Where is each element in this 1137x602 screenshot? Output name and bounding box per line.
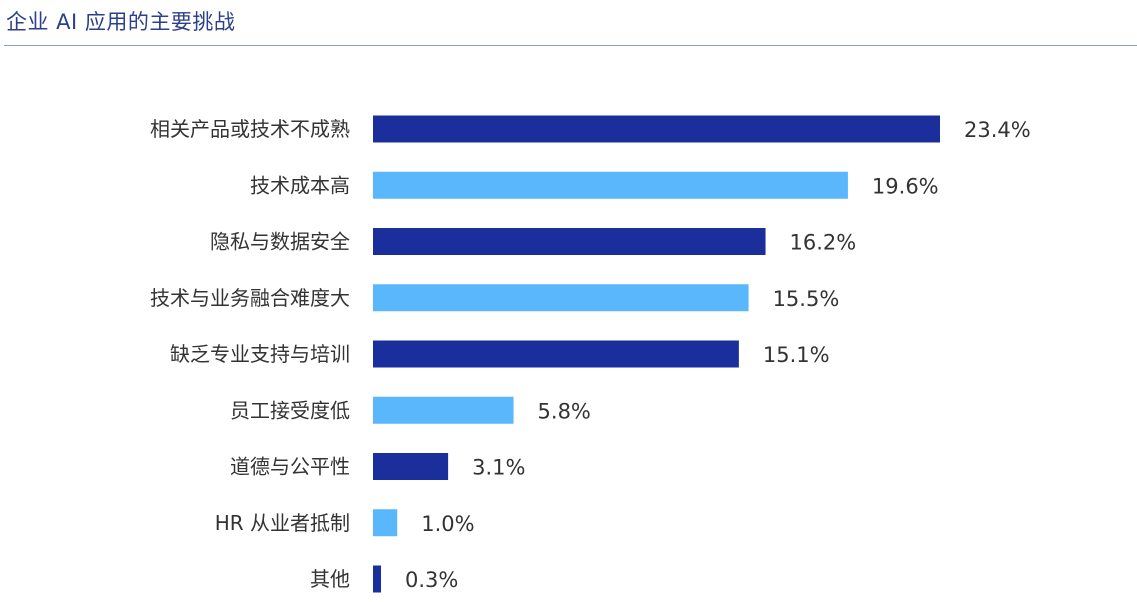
category-label: 相关产品或技术不成熟 [150, 117, 350, 141]
category-label: 员工接受度低 [230, 398, 350, 422]
data-label: 3.1% [472, 456, 525, 480]
bar [373, 284, 749, 312]
bar [373, 171, 848, 199]
category-label: 隐私与数据安全 [210, 230, 350, 254]
data-label: 15.5% [773, 287, 840, 311]
bar [373, 396, 514, 424]
bar [373, 115, 940, 143]
bar [373, 509, 398, 537]
category-label: 技术与业务融合难度大 [150, 286, 350, 310]
bar [373, 228, 766, 255]
title-divider [4, 45, 1137, 46]
data-label: 16.2% [790, 231, 857, 255]
data-label: 23.4% [964, 118, 1031, 142]
bar [373, 453, 449, 480]
category-label: 缺乏专业支持与培训 [170, 342, 350, 366]
category-label: 道德与公平性 [230, 455, 350, 479]
data-label: 5.8% [538, 399, 591, 423]
data-label: 1.0% [421, 512, 474, 536]
data-label: 15.1% [763, 343, 830, 367]
category-label: 技术成本高 [250, 173, 350, 197]
data-label: 0.3% [405, 568, 458, 592]
category-label: HR 从业者抵制 [215, 511, 350, 535]
bar [373, 340, 739, 368]
chart-title: 企业 AI 应用的主要挑战 [6, 10, 236, 34]
data-label: 19.6% [872, 174, 939, 198]
bar [373, 565, 381, 593]
category-label: 其他 [310, 567, 350, 591]
